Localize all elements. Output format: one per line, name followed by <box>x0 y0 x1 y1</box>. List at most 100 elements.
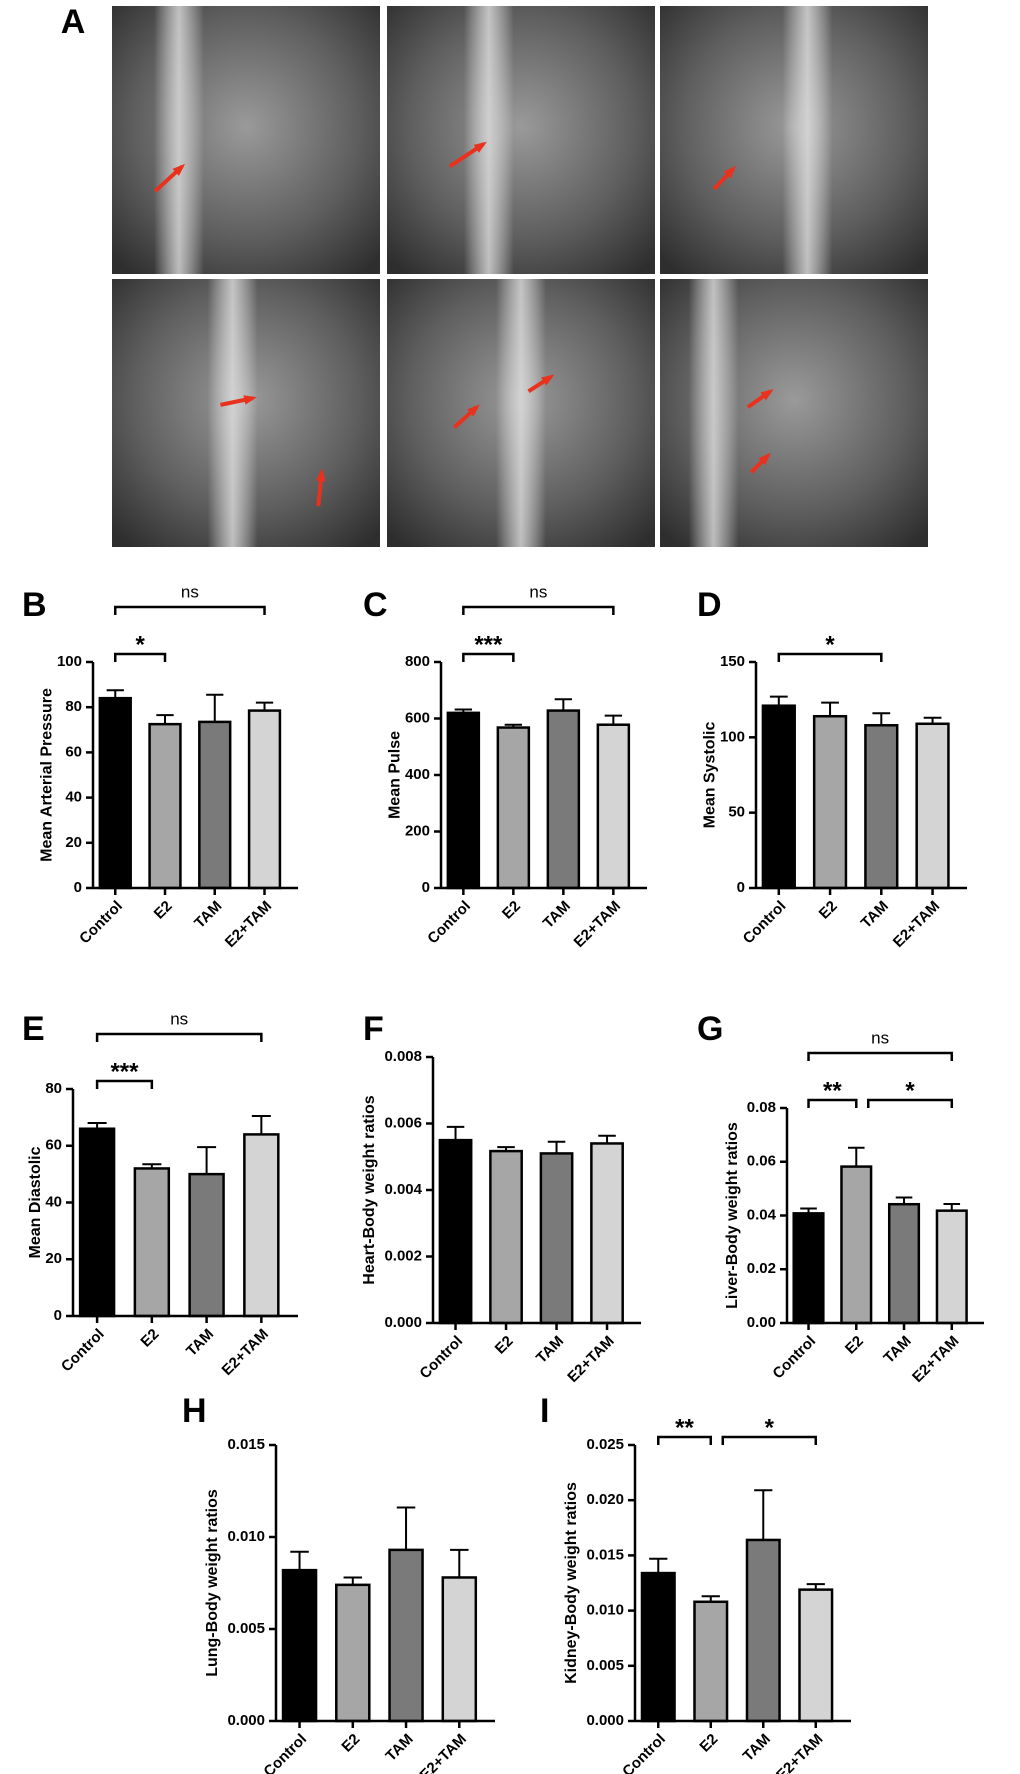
panel-label: D <box>697 586 722 624</box>
x-tick-label: E2+TAM <box>571 898 624 951</box>
xray-image <box>112 279 380 547</box>
significance-label: ** <box>823 1077 842 1104</box>
arrow-head <box>467 404 480 417</box>
y-tick-label: 800 <box>405 653 430 670</box>
bar-chart: I 0.000 0.005 0.010 0.015 0.020 0.025 Kidney-Bo… <box>540 1392 851 1774</box>
x-tick-label: E2+TAM <box>890 898 943 951</box>
y-tick-label: 0.00 <box>747 1314 776 1331</box>
xray-image <box>660 6 928 274</box>
xray-image <box>660 279 928 547</box>
x-tick-label: TAM <box>880 1333 914 1367</box>
bar <box>546 709 581 890</box>
bar <box>496 726 531 890</box>
y-tick-label: 0.000 <box>227 1712 265 1729</box>
y-tick-label: 80 <box>65 698 82 715</box>
x-tick-label: Control <box>76 898 126 948</box>
bar-chart: C 0 200 400 600 800 Mean Pulse Control E2 TAME2+T… <box>363 582 647 951</box>
y-tick-label: 200 <box>405 822 430 839</box>
bar <box>98 696 132 890</box>
significance-label: * <box>825 631 835 658</box>
bar-chart: B 0 20 40 60 80 100 Mean Arterial Pressure Contr… <box>22 582 298 951</box>
panel-label: C <box>363 586 388 624</box>
bar <box>198 720 232 890</box>
x-tick-label: E2 <box>151 898 176 923</box>
arrow-head <box>758 452 771 466</box>
y-tick-label: 100 <box>57 653 82 670</box>
panel-label: B <box>22 586 47 624</box>
x-tick-label: TAM <box>533 1333 567 1367</box>
x-tick-label: TAM <box>740 1731 774 1765</box>
arrow-head <box>172 163 186 176</box>
bar <box>915 722 950 890</box>
y-tick-label: 0.015 <box>586 1546 624 1563</box>
x-tick-label: Control <box>260 1731 310 1774</box>
panel-label: I <box>540 1392 549 1430</box>
significance-label: *** <box>110 1058 139 1085</box>
significance-bracket <box>114 652 167 662</box>
bar <box>792 1212 825 1325</box>
arrow-head <box>541 374 555 386</box>
y-tick-label: 0 <box>422 879 430 896</box>
bar <box>438 1138 473 1325</box>
y-tick-label: 0.015 <box>227 1436 265 1453</box>
x-tick-label: E2 <box>816 898 841 923</box>
x-tick-label: E2+TAM <box>222 898 275 951</box>
x-tick-label: TAM <box>540 898 574 932</box>
x-tick-label: E2 <box>338 1731 363 1756</box>
y-tick-label: 0.006 <box>384 1114 422 1131</box>
bar <box>388 1548 424 1723</box>
y-tick-label: 0 <box>54 1307 62 1324</box>
x-tick-label: E2 <box>492 1333 517 1358</box>
significance-bracket <box>462 652 515 662</box>
y-tick-label: 100 <box>720 728 745 745</box>
image-structure <box>463 6 514 274</box>
image-structure <box>207 279 258 547</box>
x-tick-label: Control <box>416 1333 466 1383</box>
bar <box>441 1576 478 1723</box>
y-tick-label: 0.010 <box>586 1602 624 1619</box>
bar <box>840 1165 873 1325</box>
y-tick-label: 80 <box>45 1080 62 1097</box>
significance-bracket <box>462 605 615 615</box>
significance-label: ns <box>529 582 547 601</box>
y-axis-label: Mean Diastolic <box>27 1146 44 1258</box>
bar <box>812 714 848 890</box>
y-tick-label: 60 <box>45 1137 62 1154</box>
bar <box>761 704 796 890</box>
x-tick-label: Control <box>769 1333 819 1383</box>
x-tick-label: Control <box>740 898 790 948</box>
y-tick-label: 0.005 <box>586 1657 624 1674</box>
panel-label: F <box>363 1010 384 1048</box>
significance-bracket <box>95 1079 154 1089</box>
significance-label: *** <box>474 631 503 658</box>
significance-label: * <box>135 631 145 658</box>
bar <box>887 1202 921 1325</box>
significance-bracket <box>867 1098 954 1108</box>
y-tick-label: 40 <box>45 1193 62 1210</box>
y-tick-label: 50 <box>728 804 745 821</box>
xray-image <box>112 6 380 274</box>
y-tick-label: 0.08 <box>747 1099 776 1116</box>
bar-chart: D 0 50 100 150 Mean Systolic Control E2 TAME2+TA… <box>697 586 967 951</box>
arrow-head <box>760 389 774 401</box>
arrow-head <box>723 165 736 179</box>
y-tick-label: 150 <box>720 653 745 670</box>
y-tick-label: 20 <box>45 1250 62 1267</box>
image-structure <box>782 6 833 274</box>
significance-bracket <box>657 1435 713 1445</box>
significance-label: * <box>765 1414 775 1441</box>
bar <box>247 709 282 890</box>
xray-image <box>387 279 655 547</box>
bar <box>590 1142 624 1325</box>
y-tick-label: 0.020 <box>586 1491 624 1508</box>
bar-chart: F 0.000 0.002 0.004 0.006 0.008 Heart-Body wei… <box>361 1010 641 1386</box>
x-tick-label: E2+TAM <box>219 1326 272 1379</box>
y-axis-label: Kidney-Body weight ratios <box>563 1482 580 1684</box>
y-tick-label: 0.008 <box>384 1048 422 1065</box>
y-tick-label: 0.04 <box>747 1206 777 1223</box>
bar <box>489 1149 523 1325</box>
x-tick-label: E2 <box>137 1326 162 1351</box>
x-tick-label: Control <box>619 1731 669 1774</box>
bar <box>133 1167 171 1318</box>
